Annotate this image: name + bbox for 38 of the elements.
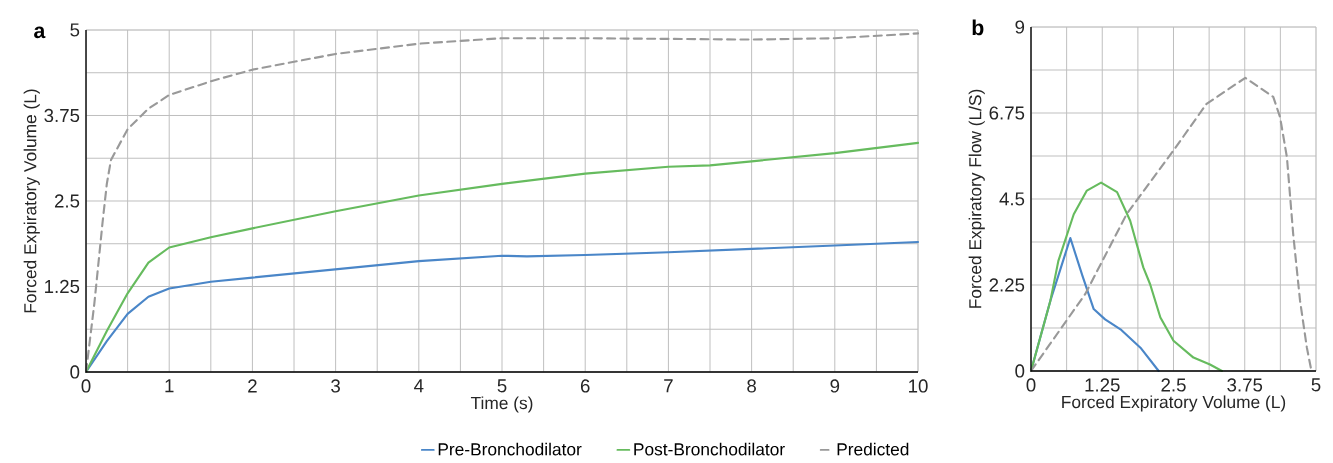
y-tick-label: 4.5 (999, 192, 1025, 206)
x-tick-label: 2.5 (1161, 378, 1186, 392)
x-tick-label: 5 (1311, 378, 1321, 392)
x-tick-label: 2 (248, 379, 257, 393)
line-series (84, 141, 920, 374)
y-tick-label: 0 (1015, 364, 1025, 378)
x-tick-label: 3.75 (1227, 378, 1263, 392)
x-tick-label: 0 (1026, 378, 1036, 392)
y-tick-label: 6.75 (989, 106, 1025, 120)
y-tick-label: 1.25 (45, 279, 80, 294)
x-tick-label: 7 (664, 379, 673, 393)
y-axis-title: Forced Expiratory Flow (L/S) (968, 89, 985, 308)
x-tick-label: 8 (747, 379, 756, 393)
chart-title: b (972, 19, 984, 36)
x-tick-label: 10 (909, 379, 928, 393)
legend-label: Pre-Bronchodilator (438, 442, 582, 456)
x-axis-title: Time (s) (470, 396, 533, 413)
x-tick-label: 5 (497, 379, 507, 393)
x-tick-label: 4 (414, 379, 424, 393)
line-series (1029, 181, 1224, 373)
line-series (1029, 76, 1313, 373)
y-tick-label: 9 (1015, 20, 1025, 34)
legend-label: Post-Bronchodilator (634, 442, 785, 456)
x-tick-label: 1.25 (1085, 378, 1120, 392)
y-tick-label: 5 (70, 23, 80, 37)
x-tick-label: 3 (331, 379, 340, 393)
y-axis-title: Forced Expiratory Volume (L) (23, 89, 40, 313)
y-tick-label: 2.25 (989, 278, 1025, 292)
x-tick-label: 9 (830, 379, 840, 393)
x-tick-label: 6 (580, 379, 590, 393)
y-tick-label: 3.75 (44, 108, 80, 123)
chart-title: a (34, 26, 46, 39)
x-tick-label: 1 (165, 379, 174, 393)
y-tick-label: 0 (70, 365, 80, 379)
x-tick-label: 0 (81, 379, 91, 393)
legend-label: Predicted (837, 442, 909, 456)
y-tick-label: 2.5 (54, 194, 80, 208)
x-axis-title: Forced Expiratory Volume (L) (1062, 395, 1286, 412)
